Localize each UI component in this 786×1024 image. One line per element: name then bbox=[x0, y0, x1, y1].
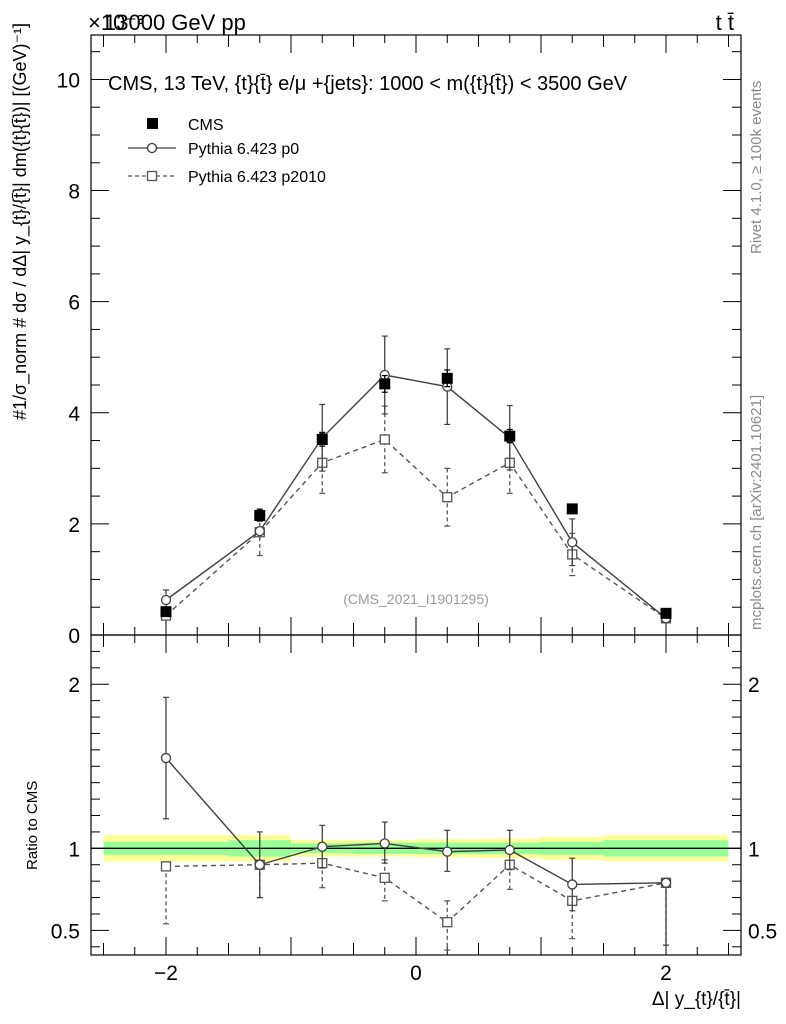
ratio-p2010-point-3 bbox=[379, 872, 390, 884]
main-ytick-label: 4 bbox=[68, 403, 80, 426]
p2010-line bbox=[165, 438, 667, 619]
legend-cms-label: CMS bbox=[188, 117, 224, 134]
ratio-plot-frame bbox=[90, 634, 742, 956]
cms-point-1 bbox=[254, 510, 266, 522]
process-label: t t̄ bbox=[716, 10, 734, 35]
ratio-p0-point-2 bbox=[317, 841, 328, 852]
ratio-ytick-label-left: 0.5 bbox=[51, 920, 80, 943]
ratio-p0-point-3 bbox=[379, 838, 390, 849]
legend-p2010-label: Pythia 6.423 p2010 bbox=[188, 169, 326, 186]
ratio-ytick-label-right: 1 bbox=[748, 838, 760, 861]
legend: CMS Pythia 6.423 p0 Pythia 6.423 p2010 bbox=[128, 117, 326, 186]
ratio-y-axis-label: Ratio to CMS bbox=[24, 781, 41, 870]
ratio-ytick-label-left: 1 bbox=[68, 838, 80, 861]
ratio-p0-line bbox=[165, 757, 667, 886]
cms-point-2 bbox=[316, 433, 328, 445]
x-axis-label: Δ| y_{t}/{t̄}| bbox=[652, 989, 741, 1010]
p2010-point-3 bbox=[379, 434, 390, 445]
p0-line bbox=[165, 374, 667, 619]
ratio-series-pythia-p2010 bbox=[160, 857, 672, 951]
p0-point-6 bbox=[567, 537, 578, 548]
ratio-p0-point-7 bbox=[660, 877, 672, 888]
rivet-watermark: Rivet 4.1.0, ≥ 100k events bbox=[748, 81, 765, 254]
ratio-p2010-point-4 bbox=[442, 917, 453, 928]
cms-point-7 bbox=[660, 607, 672, 619]
mcplots-watermark: mcplots.cern.ch [arXiv:2401.10621] bbox=[748, 395, 765, 630]
legend-cms-marker bbox=[147, 118, 158, 129]
ratio-p0-point-4 bbox=[442, 846, 453, 857]
main-ytick-label: 6 bbox=[68, 292, 80, 315]
ratio-ytick-label-right: 0.5 bbox=[748, 920, 777, 943]
series-pythia-p0 bbox=[160, 335, 672, 624]
ratio-p2010-line bbox=[165, 862, 667, 924]
cms-point-0 bbox=[160, 606, 172, 618]
legend-p0-label: Pythia 6.423 p0 bbox=[188, 141, 299, 158]
ratio-ytick-label-left: 2 bbox=[68, 674, 80, 697]
main-ytick-label: 8 bbox=[68, 181, 80, 204]
main-y-axis-label: #1/σ_norm # dσ / dΔ| y_{t}/{t̄}| dm({t}{… bbox=[10, 23, 31, 420]
ratio-p0-point-5 bbox=[504, 844, 515, 856]
ratio-p0-point-6 bbox=[567, 879, 578, 890]
x-tick-label: −2 bbox=[154, 962, 178, 985]
ratio-p0-point-0 bbox=[160, 752, 172, 764]
legend-p2010-marker bbox=[146, 170, 158, 182]
cms-point-5 bbox=[504, 430, 516, 442]
ratio-y-tick-labels: 0.5 0.5 1 1 2 2 bbox=[51, 674, 777, 943]
x-tick-label: 0 bbox=[410, 962, 422, 985]
ratio-p2010-point-0 bbox=[160, 861, 172, 872]
cms-point-3 bbox=[379, 378, 391, 390]
ratio-series-pythia-p0 bbox=[160, 696, 672, 946]
exponent-label: ×10⁻³ bbox=[88, 10, 144, 35]
axis-ticks bbox=[91, 35, 741, 955]
energy-label: 13000 GeV pp bbox=[104, 10, 246, 35]
cms-point-4 bbox=[441, 372, 453, 384]
main-ytick-label: 0 bbox=[68, 625, 80, 648]
x-tick-labels: −2 0 2 bbox=[154, 962, 672, 985]
cms-point-6 bbox=[566, 503, 578, 515]
main-ytick-label: 10 bbox=[57, 69, 80, 92]
ratio-p0-point-1 bbox=[254, 859, 265, 870]
p2010-point-4 bbox=[442, 492, 453, 503]
analysis-id: (CMS_2021_I1901295) bbox=[343, 591, 489, 607]
p0-point-0 bbox=[160, 594, 172, 606]
ratio-ytick-label-right: 2 bbox=[748, 674, 760, 697]
x-tick-label: 2 bbox=[660, 962, 672, 985]
main-y-tick-labels: 0 2 4 6 8 10 bbox=[57, 69, 81, 648]
main-ytick-label: 2 bbox=[68, 514, 80, 537]
p0-point-1 bbox=[254, 525, 265, 537]
series-cms bbox=[160, 369, 672, 619]
plot-title: CMS, 13 TeV, {t}{t̄} e/μ +{jets}: 1000 <… bbox=[108, 73, 628, 95]
legend-p0-marker bbox=[146, 142, 158, 154]
